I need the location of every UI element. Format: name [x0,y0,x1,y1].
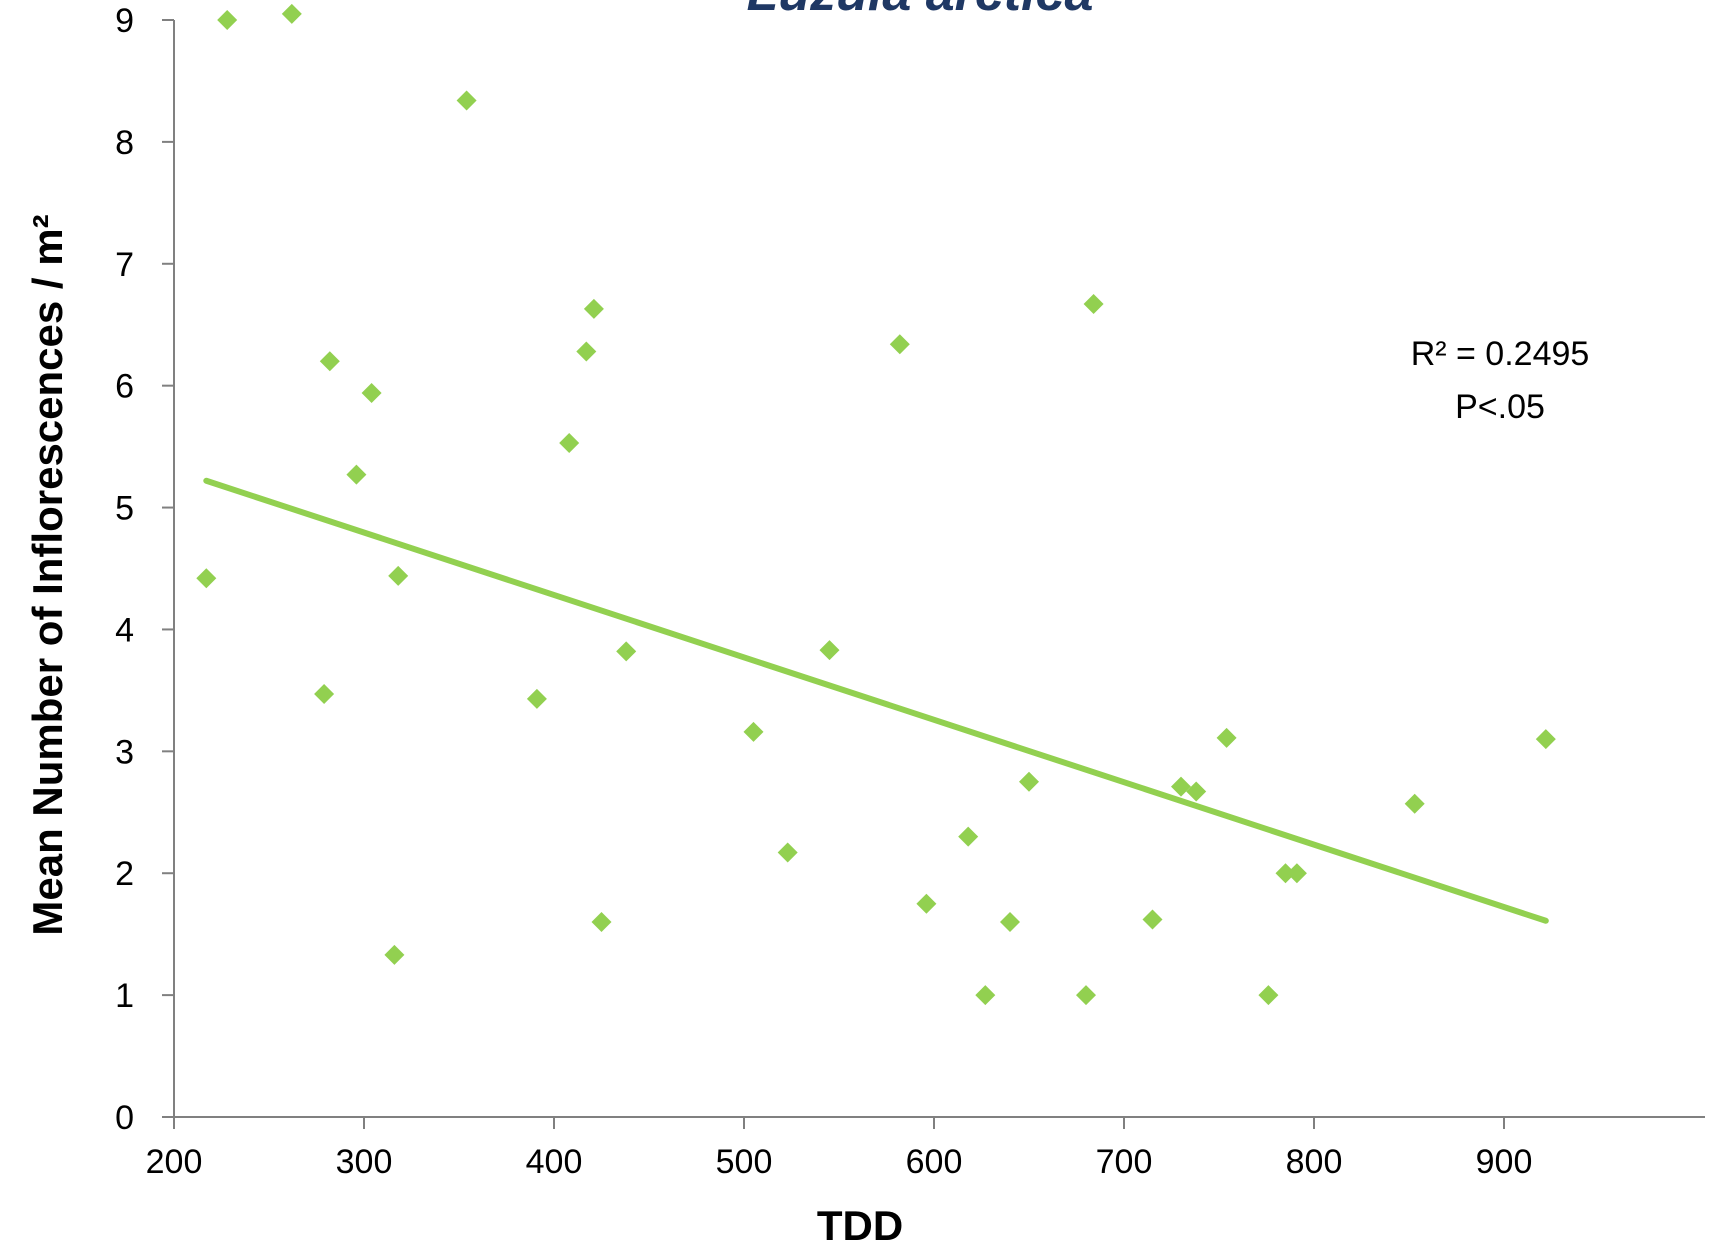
data-point [384,944,405,965]
data-point [1275,863,1296,884]
data-points [196,3,1556,1006]
data-point [388,565,409,586]
data-point [1535,729,1556,750]
data-point [1083,294,1104,315]
data-point [319,351,340,372]
data-point [916,893,937,914]
y-tick-label: 6 [115,368,134,406]
data-point [576,341,597,362]
data-point [975,985,996,1006]
data-point [196,568,217,589]
data-point [1216,727,1237,748]
data-point [456,90,477,111]
data-point [1286,863,1307,884]
data-point [591,911,612,932]
axes: 0 1 2 3 4 5 6 7 8 9 200 300 400 500 600 700 800 900 [115,2,1705,1181]
data-point [1019,771,1039,792]
x-tick-label: 600 [906,1143,963,1181]
data-point [1258,985,1279,1006]
x-tick-label: 400 [526,1143,583,1181]
data-point [217,10,238,30]
trendline [203,477,1549,924]
y-tick-label: 8 [115,124,134,162]
x-tick-label: 800 [1286,1143,1343,1181]
chart-title: Luzula arctica [747,0,1094,22]
y-tick-label: 4 [115,611,134,649]
y-tick-label: 5 [115,490,134,528]
y-tick-label: 0 [115,1099,134,1137]
x-tick-label: 900 [1476,1143,1533,1181]
data-point [281,3,302,24]
data-point [889,334,910,355]
data-point [743,721,764,742]
r-squared-annotation: R² = 0.2495 [1411,335,1590,373]
x-tick-label: 300 [336,1143,393,1181]
data-point [1171,776,1191,797]
data-point [1186,781,1207,802]
data-point [314,684,335,705]
data-point [1142,909,1163,930]
data-point [1000,911,1020,932]
data-point [346,464,367,485]
y-tick-label: 3 [115,733,134,771]
data-point [1076,985,1096,1006]
y-axis-title: Mean Number of Inflorescences / m² [24,214,71,935]
y-tick-label: 9 [115,2,134,40]
data-point [1404,793,1425,814]
y-tick-label: 7 [115,246,134,284]
data-point [819,640,840,661]
data-point [526,688,547,709]
data-point [616,641,637,662]
y-tick-label: 1 [115,977,134,1015]
data-point [361,382,382,403]
data-point [559,432,580,453]
p-value-annotation: P<.05 [1455,388,1545,426]
x-axis-title: TDD [817,1202,903,1246]
x-tick-label: 700 [1096,1143,1153,1181]
data-point [777,842,798,863]
data-point [583,298,604,319]
y-tick-label: 2 [115,855,134,893]
x-tick-label: 500 [716,1143,773,1181]
data-point [958,826,979,847]
x-tick-label: 200 [146,1143,203,1181]
